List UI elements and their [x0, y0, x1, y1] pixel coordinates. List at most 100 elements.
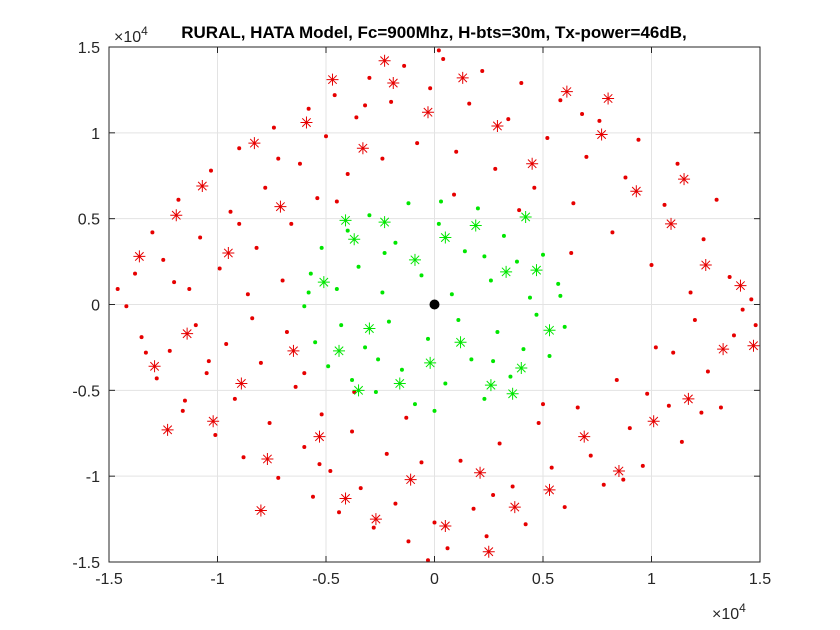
data-point — [198, 235, 203, 240]
data-point-star — [235, 377, 248, 390]
data-point — [508, 374, 513, 379]
data-point — [439, 199, 444, 204]
data-point — [302, 304, 307, 309]
data-point — [263, 185, 268, 190]
data-point — [699, 410, 704, 415]
data-point-star — [148, 360, 161, 373]
data-point — [640, 463, 645, 468]
data-point-star — [578, 430, 591, 443]
plot-series — [115, 48, 760, 563]
data-point — [425, 558, 430, 563]
data-point-star — [560, 85, 573, 98]
data-point — [462, 249, 467, 254]
data-point-star — [454, 336, 467, 349]
data-point — [326, 364, 331, 369]
data-point — [345, 172, 350, 177]
data-point — [534, 312, 539, 317]
data-point-star — [326, 73, 339, 86]
series-dot — [302, 199, 567, 413]
data-point — [206, 359, 211, 364]
data-point — [289, 221, 294, 226]
data-point — [384, 451, 389, 456]
tick-marks — [108, 46, 761, 563]
data-point — [217, 266, 222, 271]
data-point — [731, 333, 736, 338]
data-point — [653, 345, 658, 350]
data-point — [276, 475, 281, 480]
data-point-star — [482, 545, 495, 558]
data-point-star — [363, 322, 376, 335]
data-point-star — [500, 265, 513, 278]
data-point-star — [339, 492, 352, 505]
data-point — [575, 405, 580, 410]
data-point-star — [313, 430, 326, 443]
data-point-star — [526, 157, 539, 170]
data-point — [354, 115, 359, 120]
data-point — [363, 345, 368, 350]
data-point — [493, 166, 498, 171]
data-point-star — [456, 71, 469, 84]
data-point — [645, 391, 650, 396]
data-point — [714, 197, 719, 202]
data-point — [482, 254, 487, 259]
data-point-star — [484, 379, 497, 392]
data-point-star — [196, 180, 209, 193]
data-point — [562, 505, 567, 510]
y-tick-label: -1.5 — [72, 555, 100, 572]
data-point — [497, 441, 502, 446]
data-point — [441, 57, 446, 62]
data-point — [237, 146, 242, 151]
data-point-star — [387, 77, 400, 90]
data-point — [510, 484, 515, 489]
data-point — [371, 525, 376, 530]
data-point — [480, 69, 485, 74]
data-point — [514, 259, 519, 264]
data-point — [350, 429, 355, 434]
data-point — [666, 403, 671, 408]
data-point — [484, 534, 489, 539]
data-point-star — [678, 173, 691, 186]
data-point — [580, 111, 585, 116]
data-point — [237, 221, 242, 226]
data-point — [271, 125, 276, 130]
data-point — [556, 281, 561, 286]
x-tick-label: -1 — [210, 571, 224, 588]
data-point — [675, 161, 680, 166]
data-point — [373, 390, 378, 395]
data-point — [692, 317, 697, 322]
data-point — [389, 99, 394, 104]
data-point — [523, 522, 528, 527]
series-star — [317, 210, 556, 400]
y-tick-label: 1.5 — [78, 40, 100, 57]
x-tick-labels: -1.5 -1 -0.5 0 0.5 1 1.5 — [95, 571, 771, 588]
data-point-star — [665, 217, 678, 230]
data-point — [495, 329, 500, 334]
data-point — [319, 245, 324, 250]
data-point-star — [161, 423, 174, 436]
data-point — [250, 316, 255, 321]
y-tick-label: 1 — [91, 126, 100, 143]
data-point — [280, 278, 285, 283]
data-point — [224, 341, 229, 346]
x-exponent-label: ×104 — [712, 601, 746, 623]
data-point — [180, 408, 185, 413]
data-point-star — [339, 214, 352, 227]
data-point — [614, 378, 619, 383]
data-point — [133, 271, 138, 276]
data-point — [469, 357, 474, 362]
data-point — [456, 317, 461, 322]
x-tick-label: 1.5 — [749, 571, 771, 588]
data-point — [345, 228, 350, 233]
data-point — [454, 149, 459, 154]
data-point-star — [261, 453, 274, 465]
data-point — [358, 486, 363, 491]
chart-title: RURAL, HATA Model, Fc=900Mhz, H-bts=30m,… — [181, 23, 687, 42]
data-point — [436, 48, 441, 53]
data-point-star — [378, 54, 391, 67]
data-point — [376, 357, 381, 362]
data-point — [488, 278, 493, 283]
data-point — [436, 221, 441, 226]
data-point — [521, 347, 526, 352]
data-point — [506, 117, 511, 122]
